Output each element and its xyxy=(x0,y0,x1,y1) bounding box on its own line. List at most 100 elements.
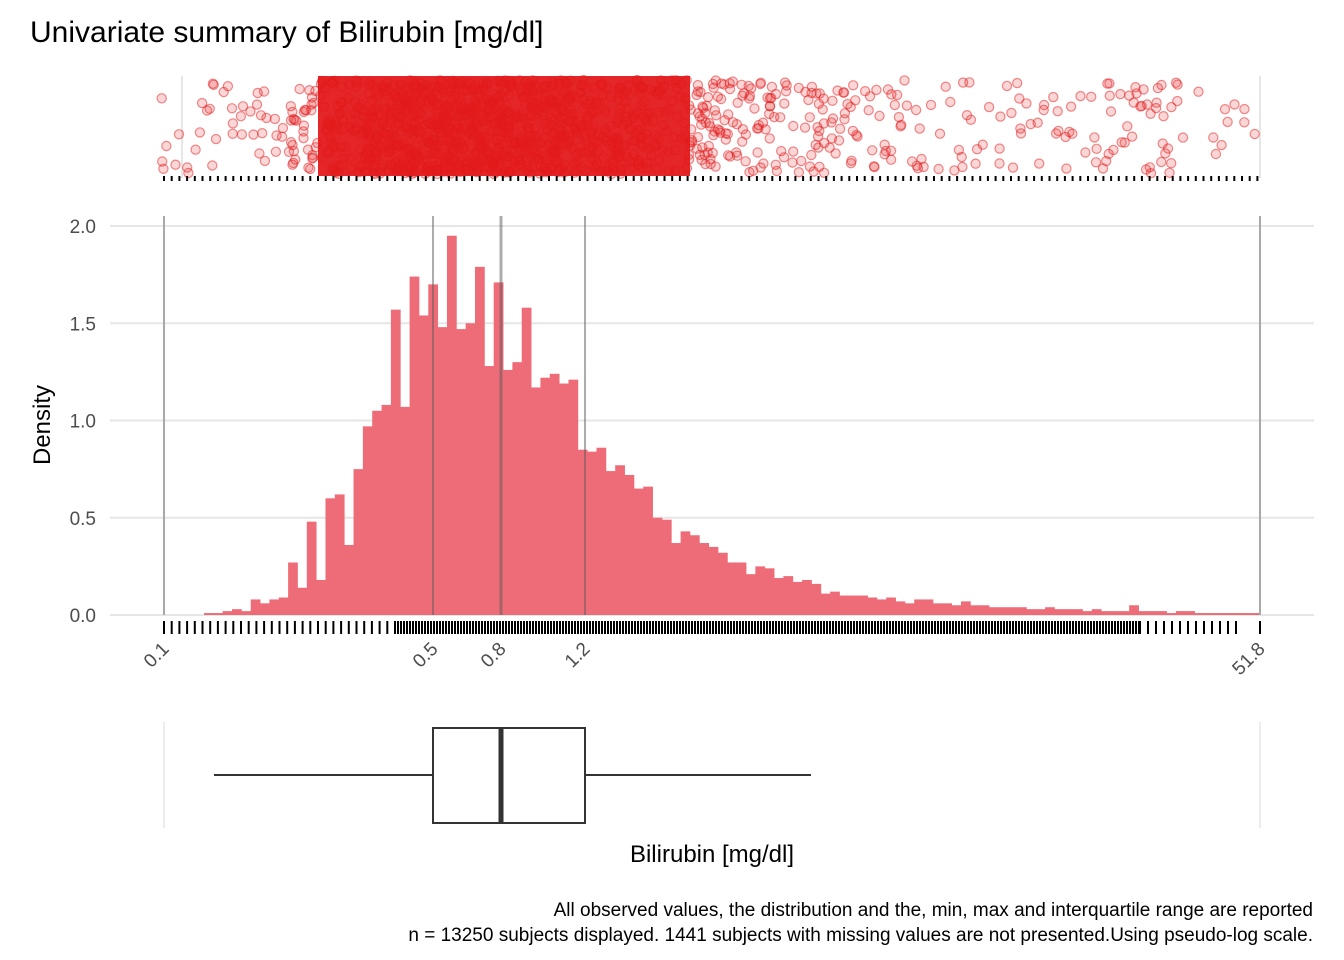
strip-point xyxy=(971,143,983,155)
strip-point xyxy=(302,144,314,155)
strip-point xyxy=(368,167,379,178)
strip-point xyxy=(371,84,382,95)
strip-point xyxy=(222,80,234,92)
strip-point xyxy=(1006,107,1017,119)
strip-point xyxy=(832,85,843,96)
strip-point xyxy=(893,111,905,123)
strip-point xyxy=(799,122,811,133)
strip-point xyxy=(252,87,263,99)
strip-point xyxy=(537,107,548,118)
strip-point xyxy=(578,103,589,114)
strip-point xyxy=(700,158,711,170)
strip-point xyxy=(257,127,268,139)
histogram-bar xyxy=(1073,609,1083,615)
strip-point xyxy=(925,99,937,111)
strip-point xyxy=(210,133,222,145)
x-tick-label: 51.8 xyxy=(1229,639,1270,680)
strip-point xyxy=(1158,110,1169,122)
histogram-bar xyxy=(1082,611,1093,615)
strip-point xyxy=(509,111,520,123)
strip-point xyxy=(700,117,712,128)
strip-point xyxy=(675,91,686,103)
strip-point xyxy=(889,99,901,111)
strip-point xyxy=(414,115,425,126)
histogram-bar xyxy=(970,605,981,615)
histogram-bar xyxy=(1231,613,1242,615)
strip-point xyxy=(1052,105,1063,117)
strip-point xyxy=(764,108,775,120)
strip-point xyxy=(432,106,443,118)
strip-point xyxy=(294,83,305,95)
histogram-bar xyxy=(559,383,569,615)
strip-point xyxy=(303,162,314,173)
strip-point xyxy=(779,77,791,88)
strip-point xyxy=(788,120,799,132)
strip-point xyxy=(330,130,341,142)
strip-point xyxy=(591,159,603,170)
histogram-bar xyxy=(764,568,775,615)
strip-point xyxy=(415,107,426,118)
histogram-bar xyxy=(260,603,270,615)
strip-point xyxy=(1166,101,1177,113)
histogram-bar xyxy=(830,591,840,615)
strip-point xyxy=(534,101,546,113)
strip-point xyxy=(651,139,662,151)
strip-point xyxy=(670,75,682,86)
strip-point xyxy=(901,100,913,111)
x-tick-label: 0.8 xyxy=(477,639,511,673)
strip-point xyxy=(1216,139,1227,151)
strip-point xyxy=(806,149,817,161)
strip-point xyxy=(395,79,407,91)
strip-point xyxy=(348,125,359,137)
strip-point xyxy=(340,141,351,153)
strip-point xyxy=(1080,147,1091,158)
histogram-bar xyxy=(1185,611,1195,615)
strip-point xyxy=(1007,162,1019,173)
strip-point xyxy=(380,128,391,140)
strip-point xyxy=(788,146,799,157)
strip-point xyxy=(1152,82,1164,94)
strip-point xyxy=(354,161,365,172)
histogram-bar xyxy=(792,581,803,615)
strip-point xyxy=(630,84,641,96)
histogram-bar xyxy=(867,597,878,615)
strip-point xyxy=(547,144,558,156)
strip-point xyxy=(1089,132,1100,143)
strip-point xyxy=(446,78,458,90)
strip-point xyxy=(839,114,850,125)
strip-point xyxy=(298,120,310,131)
strip-point xyxy=(995,111,1006,122)
strip-point xyxy=(362,149,373,160)
strip-point xyxy=(775,112,786,123)
strip-point xyxy=(277,122,289,134)
strip-point xyxy=(316,75,328,87)
strip-point xyxy=(678,117,690,129)
strip-point xyxy=(1239,103,1250,115)
strip-point xyxy=(550,155,562,167)
strip-point xyxy=(471,145,483,157)
strip-point xyxy=(307,153,318,164)
strip-point xyxy=(161,140,172,152)
histogram-bar xyxy=(988,607,999,615)
strip-point xyxy=(181,162,193,173)
histogram-bar xyxy=(643,486,653,615)
strip-point xyxy=(833,135,845,146)
histogram-bar xyxy=(858,595,868,615)
strip-point xyxy=(1177,132,1189,143)
strip-point xyxy=(956,151,967,163)
strip-point xyxy=(515,153,526,165)
strip-point xyxy=(867,145,878,156)
histogram-bar xyxy=(923,599,934,615)
strip-point xyxy=(983,101,995,113)
strip-point xyxy=(327,76,338,88)
strip-point xyxy=(804,112,816,123)
strip-point xyxy=(446,163,457,174)
strip-point xyxy=(540,80,551,92)
histogram-bar xyxy=(278,597,289,615)
strip-point xyxy=(600,104,611,116)
strip-point xyxy=(298,132,309,144)
strip-point xyxy=(808,166,819,177)
strip-point xyxy=(1085,91,1097,103)
strip-point xyxy=(318,101,330,112)
histogram-bar xyxy=(960,601,971,615)
